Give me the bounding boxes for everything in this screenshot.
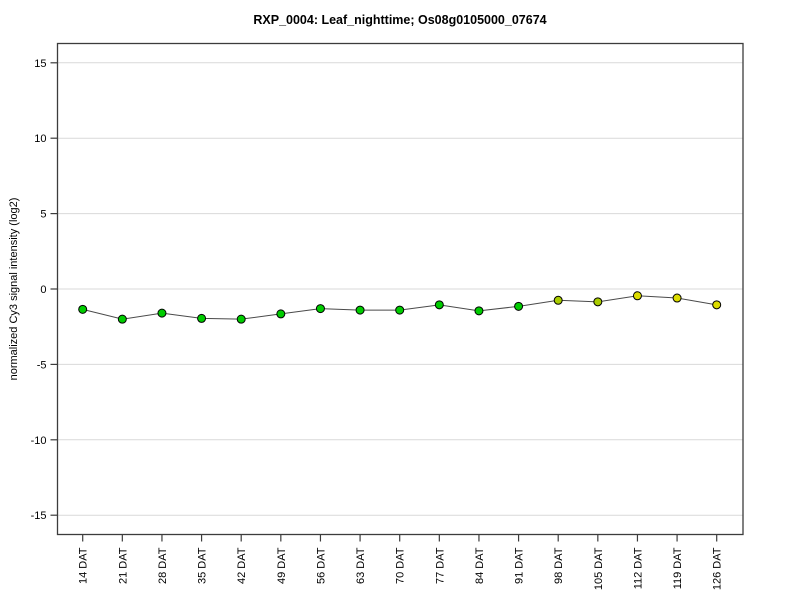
data-point — [632, 291, 642, 301]
x-tick-label: 14 DAT — [78, 547, 90, 584]
data-point — [553, 295, 563, 305]
x-tick-label: 112 DAT — [632, 547, 644, 589]
x-tick-label: 77 DAT — [434, 547, 446, 584]
data-point — [276, 309, 286, 319]
x-tick-label: 84 DAT — [474, 547, 486, 584]
data-point — [474, 306, 484, 316]
data-point — [315, 304, 325, 314]
chart-title: RXP_0004: Leaf_nighttime; Os08g0105000_0… — [253, 13, 547, 27]
data-point — [434, 300, 444, 310]
x-tick-label: 126 DAT — [712, 547, 724, 590]
data-point — [355, 305, 365, 315]
data-point — [117, 314, 127, 324]
x-tick-label: 91 DAT — [514, 547, 526, 584]
y-tick-label: -5 — [37, 359, 47, 371]
y-tick-label: -10 — [31, 435, 47, 447]
data-point — [197, 313, 207, 323]
data-point — [236, 314, 246, 324]
x-tick-label: 21 DAT — [117, 547, 129, 584]
data-point — [593, 297, 603, 307]
x-tick-label: 63 DAT — [355, 547, 367, 584]
data-point — [672, 293, 682, 303]
y-tick-label: -15 — [31, 510, 47, 522]
data-point — [157, 308, 167, 318]
y-tick-label: 0 — [40, 284, 46, 296]
x-tick-label: 42 DAT — [236, 547, 248, 584]
x-tick-label: 56 DAT — [315, 547, 327, 584]
y-tick-label: 15 — [34, 58, 46, 70]
y-tick-label: 10 — [34, 133, 46, 145]
x-tick-label: 28 DAT — [157, 547, 169, 584]
x-tick-label: 119 DAT — [672, 547, 684, 589]
data-point — [395, 305, 405, 315]
x-tick-label: 35 DAT — [197, 547, 209, 584]
y-tick-label: 5 — [40, 209, 46, 221]
data-point — [78, 304, 88, 314]
x-tick-label: 105 DAT — [593, 547, 605, 590]
x-tick-label: 98 DAT — [553, 547, 565, 584]
x-tick-label: 49 DAT — [276, 547, 288, 584]
data-point — [712, 300, 722, 310]
x-tick-label: 70 DAT — [395, 547, 407, 584]
data-point — [514, 301, 524, 311]
